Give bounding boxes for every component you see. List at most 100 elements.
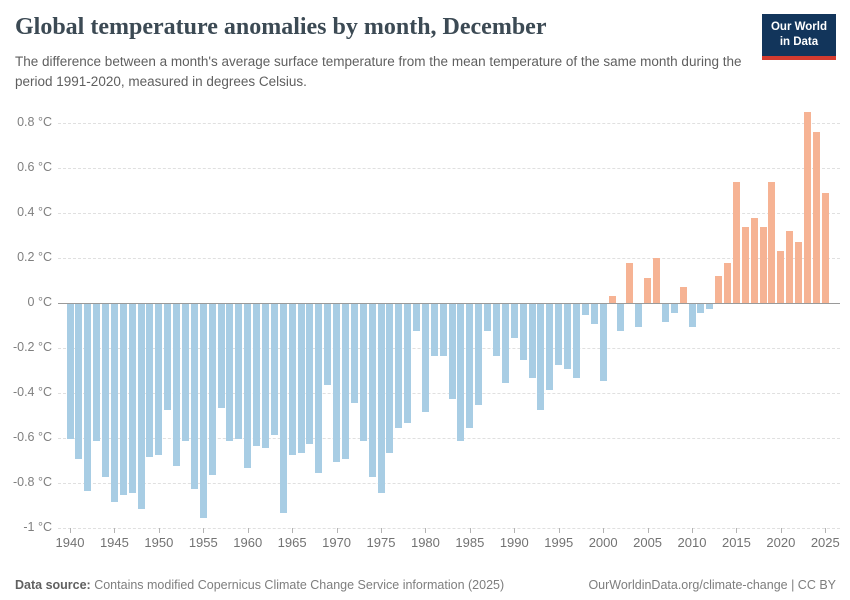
bar-2018[interactable]: [759, 226, 767, 303]
bar-1976[interactable]: [386, 304, 394, 453]
bar-1940[interactable]: [66, 304, 74, 439]
bar-1982[interactable]: [439, 304, 447, 356]
bar-1949[interactable]: [146, 304, 154, 457]
bar-1968[interactable]: [315, 304, 323, 473]
bar-1965[interactable]: [288, 304, 296, 455]
x-axis-label: 2015: [721, 535, 751, 550]
bar-1978[interactable]: [404, 304, 412, 424]
bar-2022[interactable]: [795, 242, 803, 303]
bar-1984[interactable]: [457, 304, 465, 442]
bar-1946[interactable]: [119, 304, 127, 496]
bar-1956[interactable]: [208, 304, 216, 475]
bar-2024[interactable]: [812, 132, 820, 303]
bar-1953[interactable]: [182, 304, 190, 442]
bar-1977[interactable]: [395, 304, 403, 428]
chart-subtitle: The difference between a month's average…: [15, 54, 742, 90]
bar-1971[interactable]: [341, 304, 349, 460]
x-tick: [558, 528, 560, 533]
bar-1944[interactable]: [102, 304, 110, 478]
bar-2020[interactable]: [777, 251, 785, 303]
x-axis-label: 1995: [544, 535, 574, 550]
bar-1947[interactable]: [128, 304, 136, 493]
bar-1985[interactable]: [466, 304, 474, 428]
bar-1969[interactable]: [324, 304, 332, 385]
x-axis-label: 1980: [410, 535, 440, 550]
bar-2007[interactable]: [661, 304, 669, 322]
bar-2005[interactable]: [644, 278, 652, 303]
bar-1988[interactable]: [493, 304, 501, 356]
bar-1972[interactable]: [350, 304, 358, 403]
bar-1952[interactable]: [173, 304, 181, 466]
bar-1999[interactable]: [590, 304, 598, 325]
bar-1974[interactable]: [368, 304, 376, 478]
bar-2003[interactable]: [626, 262, 634, 303]
bar-1964[interactable]: [279, 304, 287, 514]
bar-2000[interactable]: [599, 304, 607, 381]
zero-axis-line: [58, 303, 840, 304]
bar-1948[interactable]: [137, 304, 145, 509]
x-tick: [825, 528, 827, 533]
bar-1996[interactable]: [564, 304, 572, 370]
bar-1958[interactable]: [226, 304, 234, 442]
bar-1943[interactable]: [93, 304, 101, 442]
bar-1966[interactable]: [297, 304, 305, 453]
bar-1954[interactable]: [190, 304, 198, 489]
bar-1991[interactable]: [519, 304, 527, 361]
bar-1987[interactable]: [484, 304, 492, 331]
bar-1957[interactable]: [217, 304, 225, 408]
bar-1970[interactable]: [333, 304, 341, 462]
bar-2019[interactable]: [768, 181, 776, 303]
bar-2011[interactable]: [697, 304, 705, 313]
bar-1967[interactable]: [306, 304, 314, 444]
bar-1975[interactable]: [377, 304, 385, 493]
bar-2015[interactable]: [732, 181, 740, 303]
bar-1945[interactable]: [110, 304, 118, 502]
bar-1942[interactable]: [84, 304, 92, 491]
bar-2023[interactable]: [804, 111, 812, 303]
data-source-note: Data source: Contains modified Copernicu…: [15, 578, 504, 592]
bar-2025[interactable]: [821, 192, 829, 303]
bar-1992[interactable]: [528, 304, 536, 379]
bar-1961[interactable]: [253, 304, 261, 446]
bar-1981[interactable]: [430, 304, 438, 356]
bar-1950[interactable]: [155, 304, 163, 455]
bar-1955[interactable]: [199, 304, 207, 518]
bar-1959[interactable]: [235, 304, 243, 439]
bar-2016[interactable]: [741, 226, 749, 303]
bar-2006[interactable]: [652, 258, 660, 303]
bar-1951[interactable]: [164, 304, 172, 410]
bar-1998[interactable]: [581, 304, 589, 316]
bar-2004[interactable]: [635, 304, 643, 327]
bar-1960[interactable]: [244, 304, 252, 469]
bar-1994[interactable]: [546, 304, 554, 390]
bar-1995[interactable]: [555, 304, 563, 365]
bar-2002[interactable]: [617, 304, 625, 331]
bar-1963[interactable]: [270, 304, 278, 435]
bar-1980[interactable]: [421, 304, 429, 412]
bar-1993[interactable]: [537, 304, 545, 410]
bar-1973[interactable]: [359, 304, 367, 442]
bar-1941[interactable]: [75, 304, 83, 460]
bar-2012[interactable]: [706, 304, 714, 309]
bar-2013[interactable]: [715, 276, 723, 303]
bar-2008[interactable]: [670, 304, 678, 313]
x-axis-label: 2020: [766, 535, 796, 550]
x-axis-label: 1950: [144, 535, 174, 550]
bar-1962[interactable]: [261, 304, 269, 448]
bar-1990[interactable]: [510, 304, 518, 338]
owid-logo[interactable]: Our World in Data: [761, 14, 836, 60]
bar-2010[interactable]: [688, 304, 696, 327]
bar-1989[interactable]: [501, 304, 509, 383]
bar-2009[interactable]: [679, 287, 687, 303]
bar-1986[interactable]: [475, 304, 483, 406]
bar-2017[interactable]: [750, 217, 758, 303]
bar-2021[interactable]: [786, 231, 794, 303]
x-tick: [647, 528, 649, 533]
bar-2014[interactable]: [724, 262, 732, 303]
bar-1983[interactable]: [448, 304, 456, 399]
bar-2001[interactable]: [608, 296, 616, 303]
bar-1997[interactable]: [573, 304, 580, 379]
license-link[interactable]: OurWorldinData.org/climate-change | CC B…: [588, 578, 836, 592]
bar-1979[interactable]: [413, 304, 421, 331]
